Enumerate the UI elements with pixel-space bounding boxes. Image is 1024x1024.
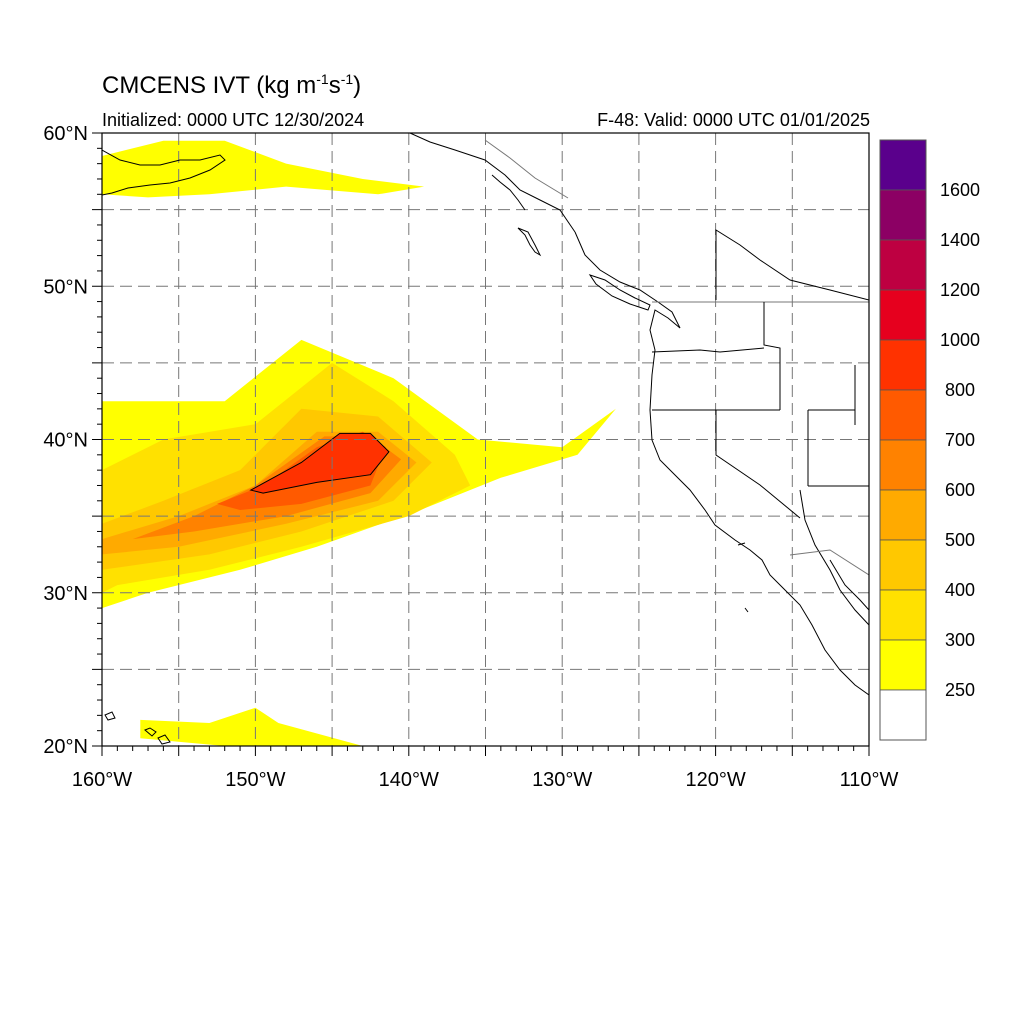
lon-tick-label: 120°W [685, 769, 745, 791]
graticule [102, 133, 869, 746]
ivt-region-250-2 [140, 707, 363, 746]
colorbar-swatch [879, 639, 927, 691]
lon-tick-label: 140°W [379, 769, 439, 791]
colorbar-label: 250 [945, 680, 975, 700]
colorbar-swatch [879, 589, 927, 641]
west-coast [649, 309, 869, 696]
vancouver-island [588, 274, 651, 311]
ivt-region-250-1 [102, 140, 425, 198]
lat-tick-label: 60°N [43, 123, 88, 145]
baja-inner-coast [799, 489, 869, 626]
us-mexico-border [789, 549, 869, 576]
lon-tick-label: 110°W [840, 769, 899, 791]
lon-tick-label: 130°W [532, 769, 592, 791]
california-nevada-border [715, 410, 801, 519]
colorbar-swatch [879, 339, 927, 391]
alaska-border [484, 139, 569, 199]
colorbar-swatch [879, 239, 927, 291]
colorbar-swatch [879, 539, 927, 591]
political-borders [651, 229, 869, 576]
coastlines [102, 133, 869, 745]
kodiak-coast [102, 149, 226, 196]
ivt-contour-800 [249, 432, 390, 494]
colorbar: 1600 1400 1200 1000 800 700 600 500 400 300 250 [879, 139, 980, 741]
init-time-label: Initialized: 0000 UTC 12/30/2024 [102, 110, 365, 130]
bc-coast [574, 231, 681, 329]
colorbar-swatch [879, 139, 927, 191]
sierra-madre-coast [829, 559, 869, 611]
washington-oregon-border [651, 347, 765, 353]
lon-tick-label: 160°W [72, 769, 132, 791]
colorbar-swatch [879, 289, 927, 341]
axes-frame: 160°W 150°W 140°W 130°W 120°W 110°W 60°N 50°N 40… [43, 123, 898, 791]
idaho-montana-border [763, 302, 781, 410]
lat-tick-label: 40°N [43, 430, 88, 452]
colorbar-label: 500 [945, 530, 975, 550]
colorbar-swatch [879, 689, 927, 741]
colorbar-label: 1600 [940, 180, 980, 200]
colorbar-label: 600 [945, 480, 975, 500]
haida-gwaii [517, 227, 542, 257]
colorbar-label: 400 [945, 580, 975, 600]
colorbar-swatch [879, 389, 927, 441]
chart-title: CMCENS IVT (kg m-1s-1) [102, 71, 362, 99]
colorbar-label: 1400 [940, 230, 980, 250]
lat-tick-label: 50°N [43, 276, 88, 298]
valid-time-label: F-48: Valid: 0000 UTC 01/01/2025 [597, 110, 870, 130]
alaska-coast [409, 133, 576, 233]
colorbar-label: 1000 [940, 330, 980, 350]
channel-islands [737, 542, 749, 613]
colorbar-swatch [879, 189, 927, 241]
colorbar-swatch [879, 489, 927, 541]
lat-tick-label: 20°N [43, 736, 88, 758]
colorbar-label: 1200 [940, 280, 980, 300]
gulf-islands [491, 174, 526, 211]
colorbar-outline [879, 139, 927, 741]
lon-tick-label: 150°W [225, 769, 285, 791]
hawaii-islands [104, 711, 171, 745]
lat-tick-label: 30°N [43, 583, 88, 605]
colorbar-label: 700 [945, 430, 975, 450]
colorbar-swatch [879, 439, 927, 491]
colorbar-label: 300 [945, 630, 975, 650]
ivt-region-800-8 [250, 433, 389, 494]
colorbar-label: 800 [945, 380, 975, 400]
idaho-nevada-border [715, 229, 869, 301]
ivt-shading [102, 140, 616, 746]
